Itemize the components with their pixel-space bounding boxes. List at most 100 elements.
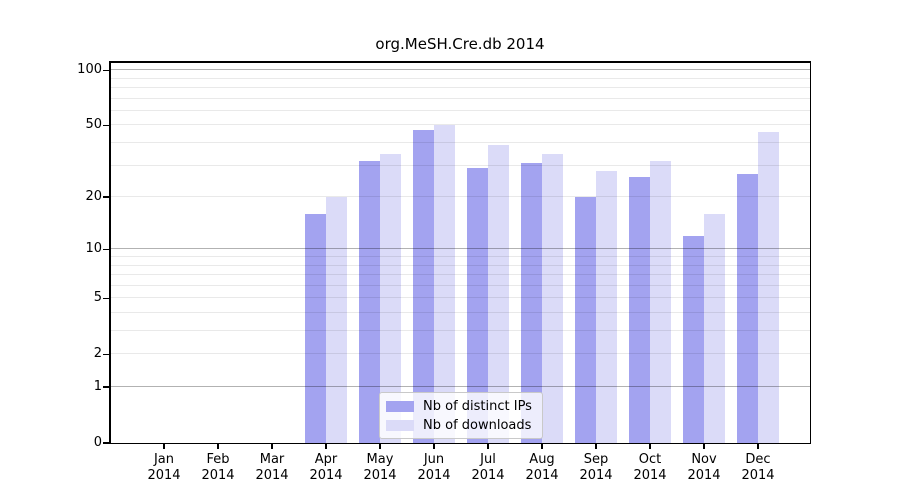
y-tick-label-5: 5 (93, 290, 102, 306)
x-tick-year: 2014 (147, 468, 181, 483)
legend-row-downloads: Nb of downloads (386, 417, 534, 434)
gridline-minor-9 (110, 256, 810, 257)
bar-downloads-sep (596, 171, 617, 443)
bar-downloads-dec (758, 132, 779, 443)
y-tick-20 (103, 196, 109, 198)
y-tick-1 (103, 386, 109, 388)
x-tick-label-apr: Apr 2014 (286, 452, 366, 484)
y-tick-label-0: 0 (93, 435, 102, 450)
bar-downloads-may (380, 153, 401, 443)
x-tick-year: 2014 (525, 468, 559, 483)
x-tick-label-jul: Jul 2014 (448, 452, 528, 484)
x-tick-month: Oct (638, 452, 662, 467)
spine-right (809, 61, 811, 444)
gridline-minor-6 (110, 284, 810, 286)
y-tick-label-2: 2 (93, 346, 102, 362)
x-tick-label-nov: Nov 2014 (664, 452, 744, 484)
y-tick-50 (103, 124, 109, 126)
y-tick-label-50: 50 (85, 117, 102, 133)
x-tick-mar (271, 443, 273, 449)
gridline-minor-60 (110, 109, 810, 111)
bar-downloads-jun (434, 125, 455, 443)
gridline-major-100 (110, 69, 810, 71)
y-tick-10 (103, 248, 109, 250)
plot-area (110, 62, 810, 443)
x-tick-aug (541, 443, 543, 449)
x-tick-month: Jun (423, 452, 445, 467)
x-tick-year: 2014 (201, 468, 235, 483)
legend-label-distinct-ips: Nb of distinct IPs (423, 399, 532, 414)
x-tick-month: Jul (480, 452, 496, 467)
gridline-minor-8 (110, 264, 810, 266)
x-tick-month: May (366, 452, 394, 467)
bar-downloads-apr (326, 197, 347, 443)
spine-left (109, 61, 111, 444)
x-tick-month: Aug (529, 452, 555, 467)
bar-distinct-ips-apr (305, 214, 326, 443)
legend: Nb of distinct IPs Nb of downloads (379, 392, 543, 439)
x-tick-label-dec: Dec 2014 (718, 452, 798, 484)
legend-swatch-downloads (386, 420, 414, 431)
x-tick-nov (703, 443, 705, 449)
bar-downloads-jul (488, 145, 509, 443)
x-tick-month: Sep (583, 452, 609, 467)
x-tick-year: 2014 (309, 468, 343, 483)
gridline-minor-5 (110, 297, 810, 299)
bar-distinct-ips-may (359, 160, 380, 443)
bar-distinct-ips-dec (737, 173, 758, 443)
x-tick-jun (433, 443, 435, 449)
x-tick-label-mar: Mar 2014 (232, 452, 312, 484)
gridline-major-10 (110, 248, 810, 250)
bar-distinct-ips-nov (683, 235, 704, 443)
legend-row-distinct-ips: Nb of distinct IPs (386, 398, 534, 415)
x-tick-month: Jan (153, 452, 175, 467)
bar-distinct-ips-jul (467, 168, 488, 443)
y-tick-0 (103, 442, 109, 444)
bar-distinct-ips-oct (629, 176, 650, 443)
bar-downloads-aug (542, 153, 563, 443)
x-tick-label-aug: Aug 2014 (502, 452, 582, 484)
y-tick-label-20: 20 (85, 189, 102, 205)
x-tick-month: Nov (691, 452, 717, 467)
gridline-minor-40 (110, 142, 810, 143)
gridline-minor-7 (110, 274, 810, 275)
x-tick-jul (487, 443, 489, 449)
x-tick-year: 2014 (363, 468, 397, 483)
x-tick-feb (217, 443, 219, 449)
legend-swatch-distinct-ips (386, 401, 414, 412)
y-tick-label-1: 1 (93, 379, 102, 394)
x-tick-year: 2014 (579, 468, 613, 483)
spine-top (109, 61, 811, 63)
x-tick-may (379, 443, 381, 449)
gridline-minor-90 (110, 77, 810, 79)
x-tick-year: 2014 (255, 468, 289, 483)
x-tick-year: 2014 (471, 468, 505, 483)
x-tick-month: Apr (314, 452, 338, 467)
x-tick-month: Dec (745, 452, 771, 467)
x-tick-label-may: May 2014 (340, 452, 420, 484)
x-tick-oct (649, 443, 651, 449)
gridline-minor-4 (110, 312, 810, 313)
y-tick-2 (103, 353, 109, 355)
y-tick-5 (103, 297, 109, 299)
bar-distinct-ips-jun (413, 130, 434, 443)
y-tick-100 (103, 69, 109, 71)
x-tick-label-feb: Feb 2014 (178, 452, 258, 484)
gridline-minor-80 (110, 87, 810, 88)
gridline-minor-50 (110, 124, 810, 126)
gridline-minor-3 (110, 330, 810, 331)
x-tick-year: 2014 (687, 468, 721, 483)
x-tick-label-jun: Jun 2014 (394, 452, 474, 484)
x-tick-label-sep: Sep 2014 (556, 452, 636, 484)
gridline-minor-70 (110, 97, 810, 99)
gridline-minor-2 (110, 353, 810, 355)
y-tick-label-10: 10 (85, 241, 102, 257)
bar-distinct-ips-aug (521, 163, 542, 443)
x-tick-month: Mar (259, 452, 285, 467)
x-tick-year: 2014 (417, 468, 451, 483)
bar-downloads-oct (650, 160, 671, 443)
x-tick-jan (163, 443, 165, 449)
x-tick-apr (325, 443, 327, 449)
x-tick-dec (757, 443, 759, 449)
x-tick-month: Feb (206, 452, 230, 467)
